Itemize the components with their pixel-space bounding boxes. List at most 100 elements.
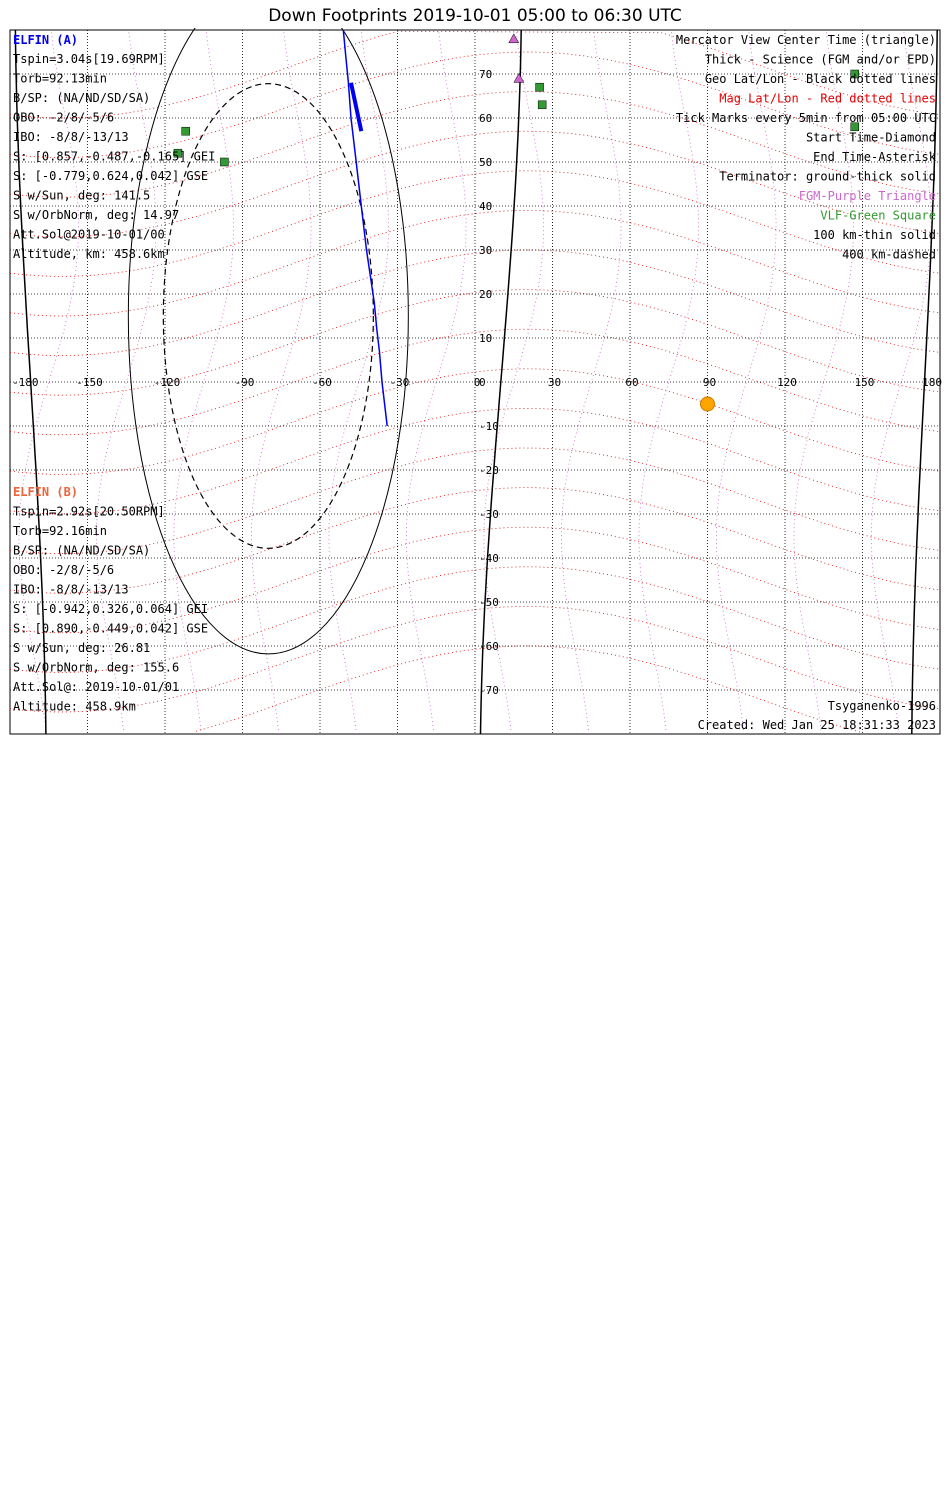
- lon-tick-label: -180: [12, 376, 39, 389]
- mag-lon-line: [328, 29, 390, 735]
- legend-entry: VLF-Green Square: [820, 209, 936, 223]
- lat-tick-label: -40: [479, 552, 499, 565]
- elfin-a-param: S: [0.857,-0.487,-0.165] GEI: [13, 150, 215, 164]
- lon-tick-label: -90: [235, 376, 255, 389]
- lon-tick-label: 180: [922, 376, 942, 389]
- elfin-a-param: S w/OrbNorm, deg: 14.97: [13, 208, 179, 222]
- mag-lat-line: [9, 328, 941, 436]
- elfin-a-param: IBO: -8/8/-13/13: [13, 130, 129, 144]
- elfin-b-param: S: [0.890,-0.449,0.042] GSE: [13, 622, 208, 636]
- terminator-line: [479, 29, 522, 735]
- fov-400km: [162, 83, 374, 549]
- legend-entry: Terminator: ground-thick solid: [719, 170, 936, 184]
- legend-entry: Mercator View Center Time (triangle): [676, 33, 936, 47]
- mag-lat-line: [9, 526, 941, 634]
- down-footprints-map: -180 -150 -120 -90 -60 -30 0 30 60 90 120 150 180 70 6…: [9, 28, 942, 735]
- elfin-a-param: Att.Sol@2019-10-01/00: [13, 228, 165, 242]
- mag-lon-line: [95, 29, 157, 735]
- elfin-a-param: Torb=92.13min: [13, 72, 107, 86]
- vlf-site-square: [173, 148, 183, 158]
- mag-lat-line: [9, 447, 941, 555]
- mag-lat-line: [9, 51, 941, 159]
- elfin-b-param: Tspin=2.92s[20.50RPM]: [13, 505, 165, 519]
- vlf-site-square: [850, 69, 859, 79]
- lon-tick-label: -150: [76, 376, 103, 389]
- elfin-b-param: S: [-0.942,0.326,0.064] GEI: [13, 602, 208, 616]
- elfin-b-param: S w/Sun, deg: 26.81: [13, 641, 150, 655]
- mag-lat-line: [9, 249, 941, 357]
- legend-entry: Geo Lat/Lon - Black dotted lines: [705, 72, 936, 86]
- vlf-site-square: [850, 122, 859, 132]
- elfin-a-param: OBO: -2/8/-5/6: [13, 111, 114, 125]
- legend-entry: Tick Marks every 5min from 05:00 UTC: [676, 111, 936, 125]
- elfin-a-science-segment: [349, 82, 364, 132]
- elfin-a-param: B/SP: (NA/ND/SD/SA): [13, 91, 150, 105]
- elfin-a-param: Tspin=3.04s[19.69RPM]: [13, 52, 165, 66]
- vlf-site-square: [535, 82, 544, 92]
- lat-tick-label: 0: [479, 376, 486, 389]
- mag-lat-line: [9, 130, 941, 238]
- lat-tick-label: 40: [479, 200, 492, 213]
- elfin-b-param: IBO: -8/8/-13/13: [13, 583, 129, 597]
- model-label: Tsyganenko-1996: [828, 699, 936, 713]
- legend-entry: 100 km-thin solid: [813, 228, 936, 242]
- lat-tick-label: -10: [479, 420, 499, 433]
- lon-tick-label: -120: [154, 376, 181, 389]
- elfin-a-param: Altitude, km: 458.6km: [13, 247, 165, 261]
- mag-lon-line: [715, 29, 777, 735]
- mag-lat-line: [9, 289, 941, 396]
- elfin-b-param: Att.Sol@: 2019-10-01/01: [13, 680, 179, 694]
- lat-tick-label: -30: [479, 508, 499, 521]
- mag-lon-line: [483, 29, 545, 735]
- elfin-a-info: ELFIN (A) Tspin=3.04s[19.69RPM] Torb=92.13…: [13, 33, 215, 261]
- mag-lon-line: [18, 29, 80, 735]
- lat-tick-label: -60: [479, 640, 499, 653]
- lat-tick-label: -20: [479, 464, 499, 477]
- lon-tick-label: 120: [777, 376, 797, 389]
- elfin-b-label: ELFIN (B): [13, 485, 78, 499]
- lat-tick-label: 30: [479, 244, 492, 257]
- legend-entry: Start Time-Diamond: [806, 131, 936, 145]
- mag-lon-line: [173, 29, 235, 735]
- legend: Mercator View Center Time (triangle) Thic…: [676, 33, 937, 262]
- lat-tick-label: 10: [479, 332, 492, 345]
- mag-lon-line: [560, 29, 622, 735]
- created-label: Created: Wed Jan 25 18:31:33 2023: [698, 718, 936, 732]
- vlf-site-square: [220, 157, 229, 167]
- elfin-b-param: B/SP: (NA/ND/SD/SA): [13, 544, 150, 558]
- elfin-a-param: S: [-0.779,0.624,0.042] GSE: [13, 169, 208, 183]
- fgm-site-triangle: [508, 33, 520, 44]
- terminator: [14, 29, 938, 735]
- legend-entry: Mag Lat/Lon - Red dotted lines: [719, 92, 936, 106]
- lon-tick-label: 30: [548, 376, 561, 389]
- lat-tick-label: 70: [479, 68, 492, 81]
- elfin-a-param: S w/Sun, deg: 141.5: [13, 189, 150, 203]
- legend-entry: 400 km-dashed: [842, 248, 936, 262]
- lat-tick-label: 20: [479, 288, 492, 301]
- conjugate-footprints-map: [0, 762, 950, 1496]
- sun-icon: [700, 396, 715, 412]
- fgm-site-triangle: [513, 72, 525, 83]
- lat-tick-label: 50: [479, 156, 492, 169]
- elfin-a-track: [342, 29, 388, 427]
- elfin-b-info: ELFIN (B) Tspin=2.92s[20.50RPM] Torb=92.16…: [13, 485, 208, 714]
- lat-tick-label: -70: [479, 684, 499, 697]
- lon-tick-label: 60: [625, 376, 638, 389]
- terminator-line: [911, 29, 938, 735]
- mag-lat-line: [9, 487, 941, 594]
- mag-lon-line: [870, 29, 932, 735]
- lon-tick-label: 90: [703, 376, 716, 389]
- legend-entry: End Time-Asterisk: [813, 150, 937, 164]
- legend-entry: Thick - Science (FGM and/or EPD): [705, 53, 936, 67]
- lat-tick-label: 60: [479, 112, 492, 125]
- mag-lon-line: [405, 29, 467, 735]
- vlf-site-square: [181, 126, 190, 136]
- geo-grid: [10, 30, 940, 734]
- elfin-a-label: ELFIN (A): [13, 33, 78, 47]
- mag-lat-line: [9, 91, 941, 198]
- mag-lon-line: [793, 29, 855, 735]
- elfin-b-param: OBO: -2/8/-5/6: [13, 563, 114, 577]
- lat-tick-label: -50: [479, 596, 499, 609]
- fov-100km: [127, 28, 409, 655]
- terminator-line: [14, 29, 47, 735]
